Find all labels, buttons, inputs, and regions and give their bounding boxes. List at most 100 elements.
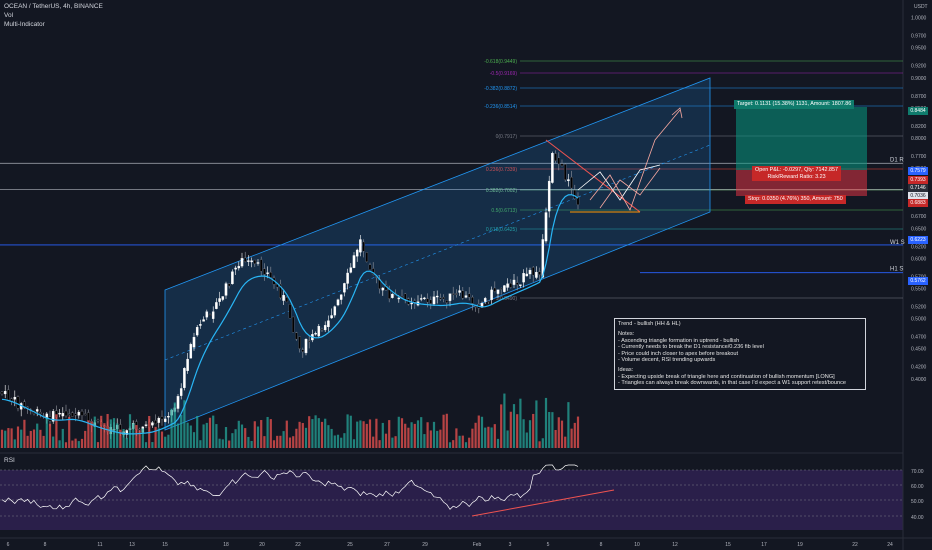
candle-body <box>451 293 455 295</box>
volume-bar <box>375 418 378 448</box>
volume-bar <box>285 420 288 448</box>
trade-notes-box[interactable]: Trend - bullish (HH & HL) Notes: - Ascen… <box>614 318 866 390</box>
rsi-pane <box>0 470 903 530</box>
candle-body <box>77 411 81 416</box>
price-tick: 1.0000 <box>911 16 927 22</box>
volume-bar <box>477 415 480 448</box>
volume-bar <box>538 441 541 448</box>
volume-bar <box>532 413 535 448</box>
volume-bar <box>432 421 436 448</box>
idea-line: - Expecting upside break of triangle her… <box>618 373 835 380</box>
open-pl-label[interactable]: Open P&L: -0.0297, Qty: 7142.857 Risk/Re… <box>752 166 842 181</box>
candle-body <box>87 412 90 422</box>
volume-bar <box>183 400 186 448</box>
candle-body <box>560 163 564 166</box>
time-label: 22 <box>295 542 301 548</box>
volume-bar <box>500 404 503 448</box>
volume-bar <box>282 431 285 448</box>
candle-body <box>493 287 497 292</box>
volume-bar <box>189 425 192 448</box>
notes-header: Notes: <box>618 331 635 338</box>
volume-bar <box>468 437 471 448</box>
candle-body <box>403 293 407 300</box>
volume-bar <box>231 433 234 448</box>
price-tick: 0.6700 <box>911 214 927 220</box>
rsi-legend[interactable]: RSI <box>4 457 15 464</box>
volume-bar <box>362 421 365 448</box>
rsi-tick: 50.00 <box>911 499 924 505</box>
projection-path-1 <box>577 164 661 201</box>
stop-label[interactable]: Stop: 0.0350 (4.76%) 350, Amount: 750 <box>745 195 846 204</box>
candle-body <box>263 268 266 275</box>
volume-bar <box>461 435 464 448</box>
candle-body <box>227 283 231 287</box>
candle-body <box>304 338 308 354</box>
candle-body <box>544 212 548 242</box>
note-title: Trend - bullish (HH & HL) <box>618 321 681 327</box>
volume-bar <box>311 419 314 448</box>
w1-label: W1 S <box>890 240 905 246</box>
candle-body <box>295 332 298 340</box>
candle-body <box>455 293 458 295</box>
volume-bar <box>10 428 13 448</box>
candle-body <box>535 272 538 278</box>
volume-bar <box>109 419 112 448</box>
volume-bar <box>276 435 279 448</box>
volume-legend[interactable]: Vol <box>4 12 14 19</box>
candle-body <box>429 299 433 304</box>
volume-bar <box>16 426 20 448</box>
candle-body <box>186 358 189 371</box>
volume-bar <box>192 432 196 448</box>
candle-body <box>221 296 225 300</box>
idea-line: - Triangles can always break downwards, … <box>618 380 847 387</box>
symbol-title[interactable]: OCEAN / TetherUS, 4h, BINANCE <box>4 3 103 10</box>
volume-bar <box>116 423 119 448</box>
candle-body <box>307 340 311 342</box>
volume-bar <box>336 434 340 448</box>
candle-body <box>339 294 343 300</box>
volume-bar <box>560 420 564 448</box>
volume-bar <box>180 414 183 448</box>
price-tick: 0.9000 <box>911 76 927 82</box>
volume-bar <box>381 422 384 448</box>
candle-body <box>211 311 215 319</box>
volume-bar <box>455 428 458 448</box>
candle-body <box>320 328 324 331</box>
price-badge-stop: 0.6883 <box>908 199 928 207</box>
candle-body <box>499 288 503 290</box>
volume-bar <box>23 419 26 448</box>
volume-bar <box>202 424 205 448</box>
price-tick: 0.9200 <box>911 64 927 70</box>
volume-bar <box>234 429 237 448</box>
time-label: 6 <box>7 542 10 548</box>
candle-body <box>496 289 500 294</box>
volume-bar <box>535 400 538 448</box>
volume-bar <box>292 436 295 448</box>
target-label[interactable]: Target: 0.1131 (15.38%) 1131, Amount: 18… <box>734 100 855 109</box>
volume-bar <box>301 423 304 448</box>
volume-bar <box>157 428 160 448</box>
volume-bar <box>525 432 528 448</box>
projection-path-2 <box>589 109 681 211</box>
volume-bar <box>519 398 522 448</box>
multi-indicator-legend[interactable]: Multi-Indicator <box>4 21 45 28</box>
candle-body <box>13 396 17 400</box>
time-label: 24 <box>887 542 893 548</box>
candle-body <box>80 411 84 416</box>
volume-bar <box>564 436 567 448</box>
ascending-channel <box>164 77 711 431</box>
volume-bar <box>141 428 144 448</box>
volume-bar <box>208 417 212 448</box>
volume-bar <box>29 430 32 448</box>
time-label: 20 <box>259 542 265 548</box>
volume-bar <box>237 420 240 448</box>
volume-bar <box>48 423 52 448</box>
candle-body <box>531 267 535 276</box>
price-tick: 0.6000 <box>911 256 927 262</box>
volume-bar <box>436 430 439 448</box>
price-badge-open2: 0.7146 <box>908 184 928 192</box>
volume-bar <box>551 412 554 448</box>
candle-body <box>512 279 516 285</box>
volume-bar <box>68 416 71 448</box>
